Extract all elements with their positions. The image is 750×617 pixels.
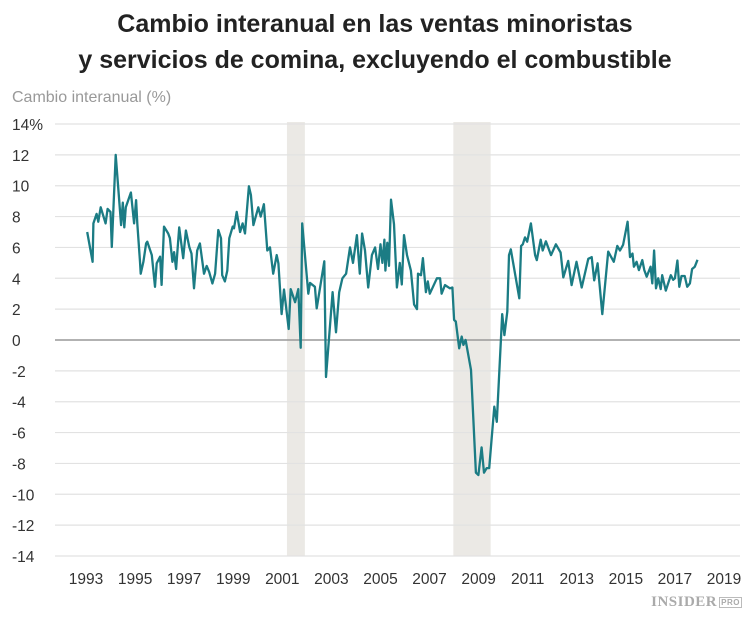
y-tick-label: 4 (12, 271, 21, 288)
title-line-1: Cambio interanual en las ventas minorist… (117, 10, 633, 38)
x-tick-label: 2013 (560, 571, 594, 588)
logo-sub: PRO (719, 597, 742, 609)
y-tick-label: 10 (12, 179, 30, 196)
x-tick-label: 2003 (314, 571, 348, 588)
x-tick-label: 1995 (118, 571, 152, 588)
y-tick-label: -6 (12, 426, 26, 443)
x-tick-label: 2015 (609, 571, 643, 588)
recession-shade (286, 122, 305, 556)
x-tick-label: 1997 (167, 571, 201, 588)
y-tick-label: -2 (12, 364, 26, 381)
y-tick-label: -4 (12, 395, 26, 412)
y-axis-label: Cambio interanual (%) (12, 89, 172, 106)
x-tick-label: 2005 (363, 571, 397, 588)
y-tick-label: 14% (12, 117, 43, 134)
series-line (86, 153, 699, 477)
x-tick-label: 2007 (412, 571, 446, 588)
title-line-2: y servicios de comina, excluyendo el com… (78, 46, 672, 74)
y-tick-label: -14 (12, 549, 35, 566)
x-tick-label: 1993 (69, 571, 103, 588)
x-tick-label: 2011 (511, 571, 544, 588)
recession-shade (453, 122, 491, 556)
y-tick-label: 12 (12, 148, 29, 165)
y-tick-label: -12 (12, 518, 34, 535)
y-tick-label: 2 (12, 302, 21, 319)
y-tick-label: 8 (12, 210, 21, 227)
x-tick-label: 2017 (658, 571, 692, 588)
y-tick-label: -8 (12, 456, 26, 473)
logo-text: INSIDER (651, 594, 718, 610)
x-tick-label: 2001 (265, 571, 299, 588)
x-tick-label: 1999 (216, 571, 250, 588)
insider-pro-logo: INSIDER PRO (651, 594, 742, 611)
x-tick-label: 2009 (461, 571, 495, 588)
y-tick-label: 0 (12, 333, 21, 350)
y-tick-label: 6 (12, 240, 21, 257)
y-tick-label: -10 (12, 487, 35, 504)
x-tick-label: 2019 (707, 571, 741, 588)
chart-title: Cambio interanual en las ventas minorist… (0, 6, 750, 78)
